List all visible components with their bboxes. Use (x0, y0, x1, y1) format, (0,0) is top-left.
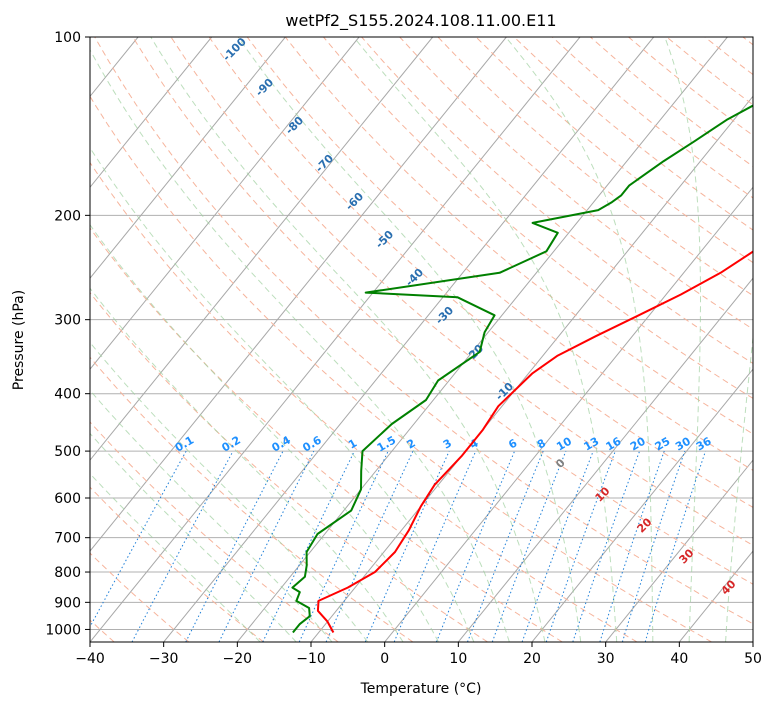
isotherm-line (384, 186, 753, 642)
mixing-ratio-line (599, 450, 665, 642)
x-tick-label: −10 (296, 651, 326, 667)
y-tick-label: 900 (54, 595, 81, 611)
mixing-ratio-line (364, 450, 450, 642)
dry-adiabat-line (90, 552, 190, 642)
mixing-ratio-line (393, 450, 477, 642)
dry-adiabat-line (90, 291, 488, 642)
y-axis-label: Pressure (hPa) (11, 290, 27, 390)
y-tick-label: 500 (54, 444, 81, 460)
x-tick-label: 0 (380, 651, 389, 667)
x-tick-label: 10 (449, 651, 467, 667)
isotherm-line (457, 277, 753, 642)
x-tick-label: −30 (149, 651, 179, 667)
moist-adiabat-line (664, 37, 701, 642)
moist-adiabat-line (90, 472, 261, 642)
x-axis-ticks: −40 −30 −20 −10 0 10 20 30 40 50 (75, 642, 762, 667)
moist-adiabat-line (90, 432, 297, 642)
dry-adiabat-line (90, 227, 563, 642)
isotherm-line (90, 37, 360, 370)
mixing-ratio-line (491, 450, 567, 642)
moist-adiabat-line (505, 37, 654, 642)
moist-adiabat-line (90, 287, 404, 642)
y-tick-label: 600 (54, 491, 81, 507)
x-tick-label: −40 (75, 651, 105, 667)
y-tick-label: 200 (54, 208, 81, 224)
x-axis-label: Temperature (°C) (360, 681, 482, 697)
mixing-ratio-line (218, 450, 315, 642)
dry-adiabat-line (399, 37, 753, 330)
y-tick-label: 700 (54, 531, 81, 547)
isotherm-line (605, 459, 753, 642)
y-tick-label: 400 (54, 387, 81, 403)
y-tick-label: 300 (54, 313, 81, 329)
y-tick-label: 1000 (45, 622, 81, 638)
x-tick-label: 20 (523, 651, 541, 667)
x-tick-label: 40 (670, 651, 688, 667)
dry-adiabat-line (90, 95, 712, 642)
mixing-ratio-line (467, 450, 544, 642)
chart-title: wetPf2_S155.2024.108.11.00.E11 (285, 11, 556, 31)
mixing-ratio-line (435, 450, 516, 642)
dry-adiabat-line (90, 421, 339, 642)
x-tick-label: 50 (744, 651, 762, 667)
dewpoint-profile-line (291, 104, 753, 634)
profile-lines (291, 104, 753, 634)
dry-adiabat-line (90, 356, 414, 642)
dry-adiabat-line (437, 37, 753, 297)
mixing-ratio-line (521, 450, 594, 642)
y-axis-ticks: 1000 900 800 700 600 500 400 300 200 100 (45, 30, 90, 638)
temperature-profile-line (316, 250, 753, 633)
dry-adiabat-line (246, 37, 753, 471)
isotherm-line (163, 37, 655, 642)
moist-adiabat-line (725, 333, 753, 642)
moist-adiabat-line (90, 341, 369, 642)
isotherm-line (90, 37, 434, 461)
mixing-ratio-line (131, 450, 234, 642)
mixing-ratio-line (572, 450, 641, 642)
mixing-ratio-line (644, 450, 706, 642)
moist-adiabat-line (150, 37, 546, 642)
dry-adiabat-line (90, 161, 638, 642)
x-tick-label: −20 (223, 651, 253, 667)
isotherm-line (90, 37, 581, 642)
isotherm-line (90, 37, 286, 280)
y-tick-label: 800 (54, 565, 81, 581)
isotherm-line (531, 368, 753, 642)
mixing-ratio-line (185, 450, 284, 642)
mixing-ratio-line (545, 450, 616, 642)
isotherm-line (90, 37, 213, 189)
mixing-ratio-line (621, 450, 686, 642)
plot-frame (89, 36, 754, 643)
moist-adiabat-line (90, 146, 475, 642)
dry-adiabat-line (208, 37, 753, 508)
mixing-ratio-line (90, 450, 187, 628)
dry-adiabat-line (132, 37, 753, 585)
isotherm-line (90, 37, 507, 552)
moist-adiabat-line (90, 48, 510, 642)
moist-adiabat-line (90, 223, 439, 642)
dry-adiabat-line (170, 37, 753, 546)
dry-adiabat-line (94, 37, 753, 625)
x-tick-label: 30 (597, 651, 615, 667)
y-tick-label: 100 (54, 30, 81, 46)
background-lines (90, 37, 753, 642)
